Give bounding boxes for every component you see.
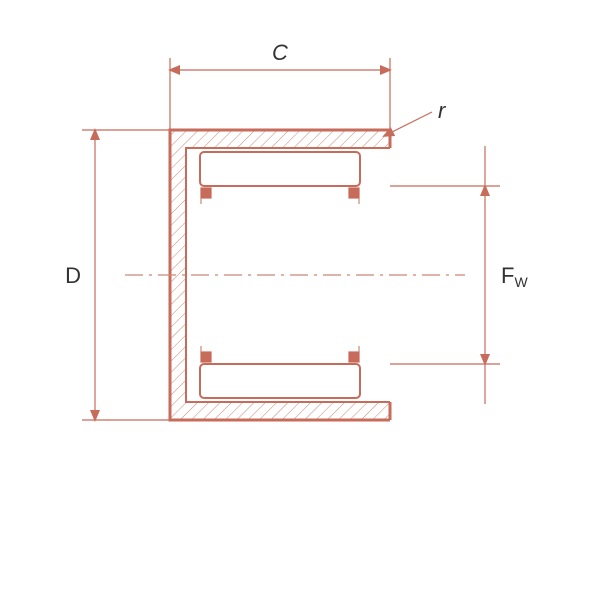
dim-label-r: r	[438, 98, 447, 123]
dim-label-c: C	[272, 40, 288, 65]
dim-label-fw: FW	[501, 263, 528, 290]
dim-label-d: D	[65, 263, 81, 288]
